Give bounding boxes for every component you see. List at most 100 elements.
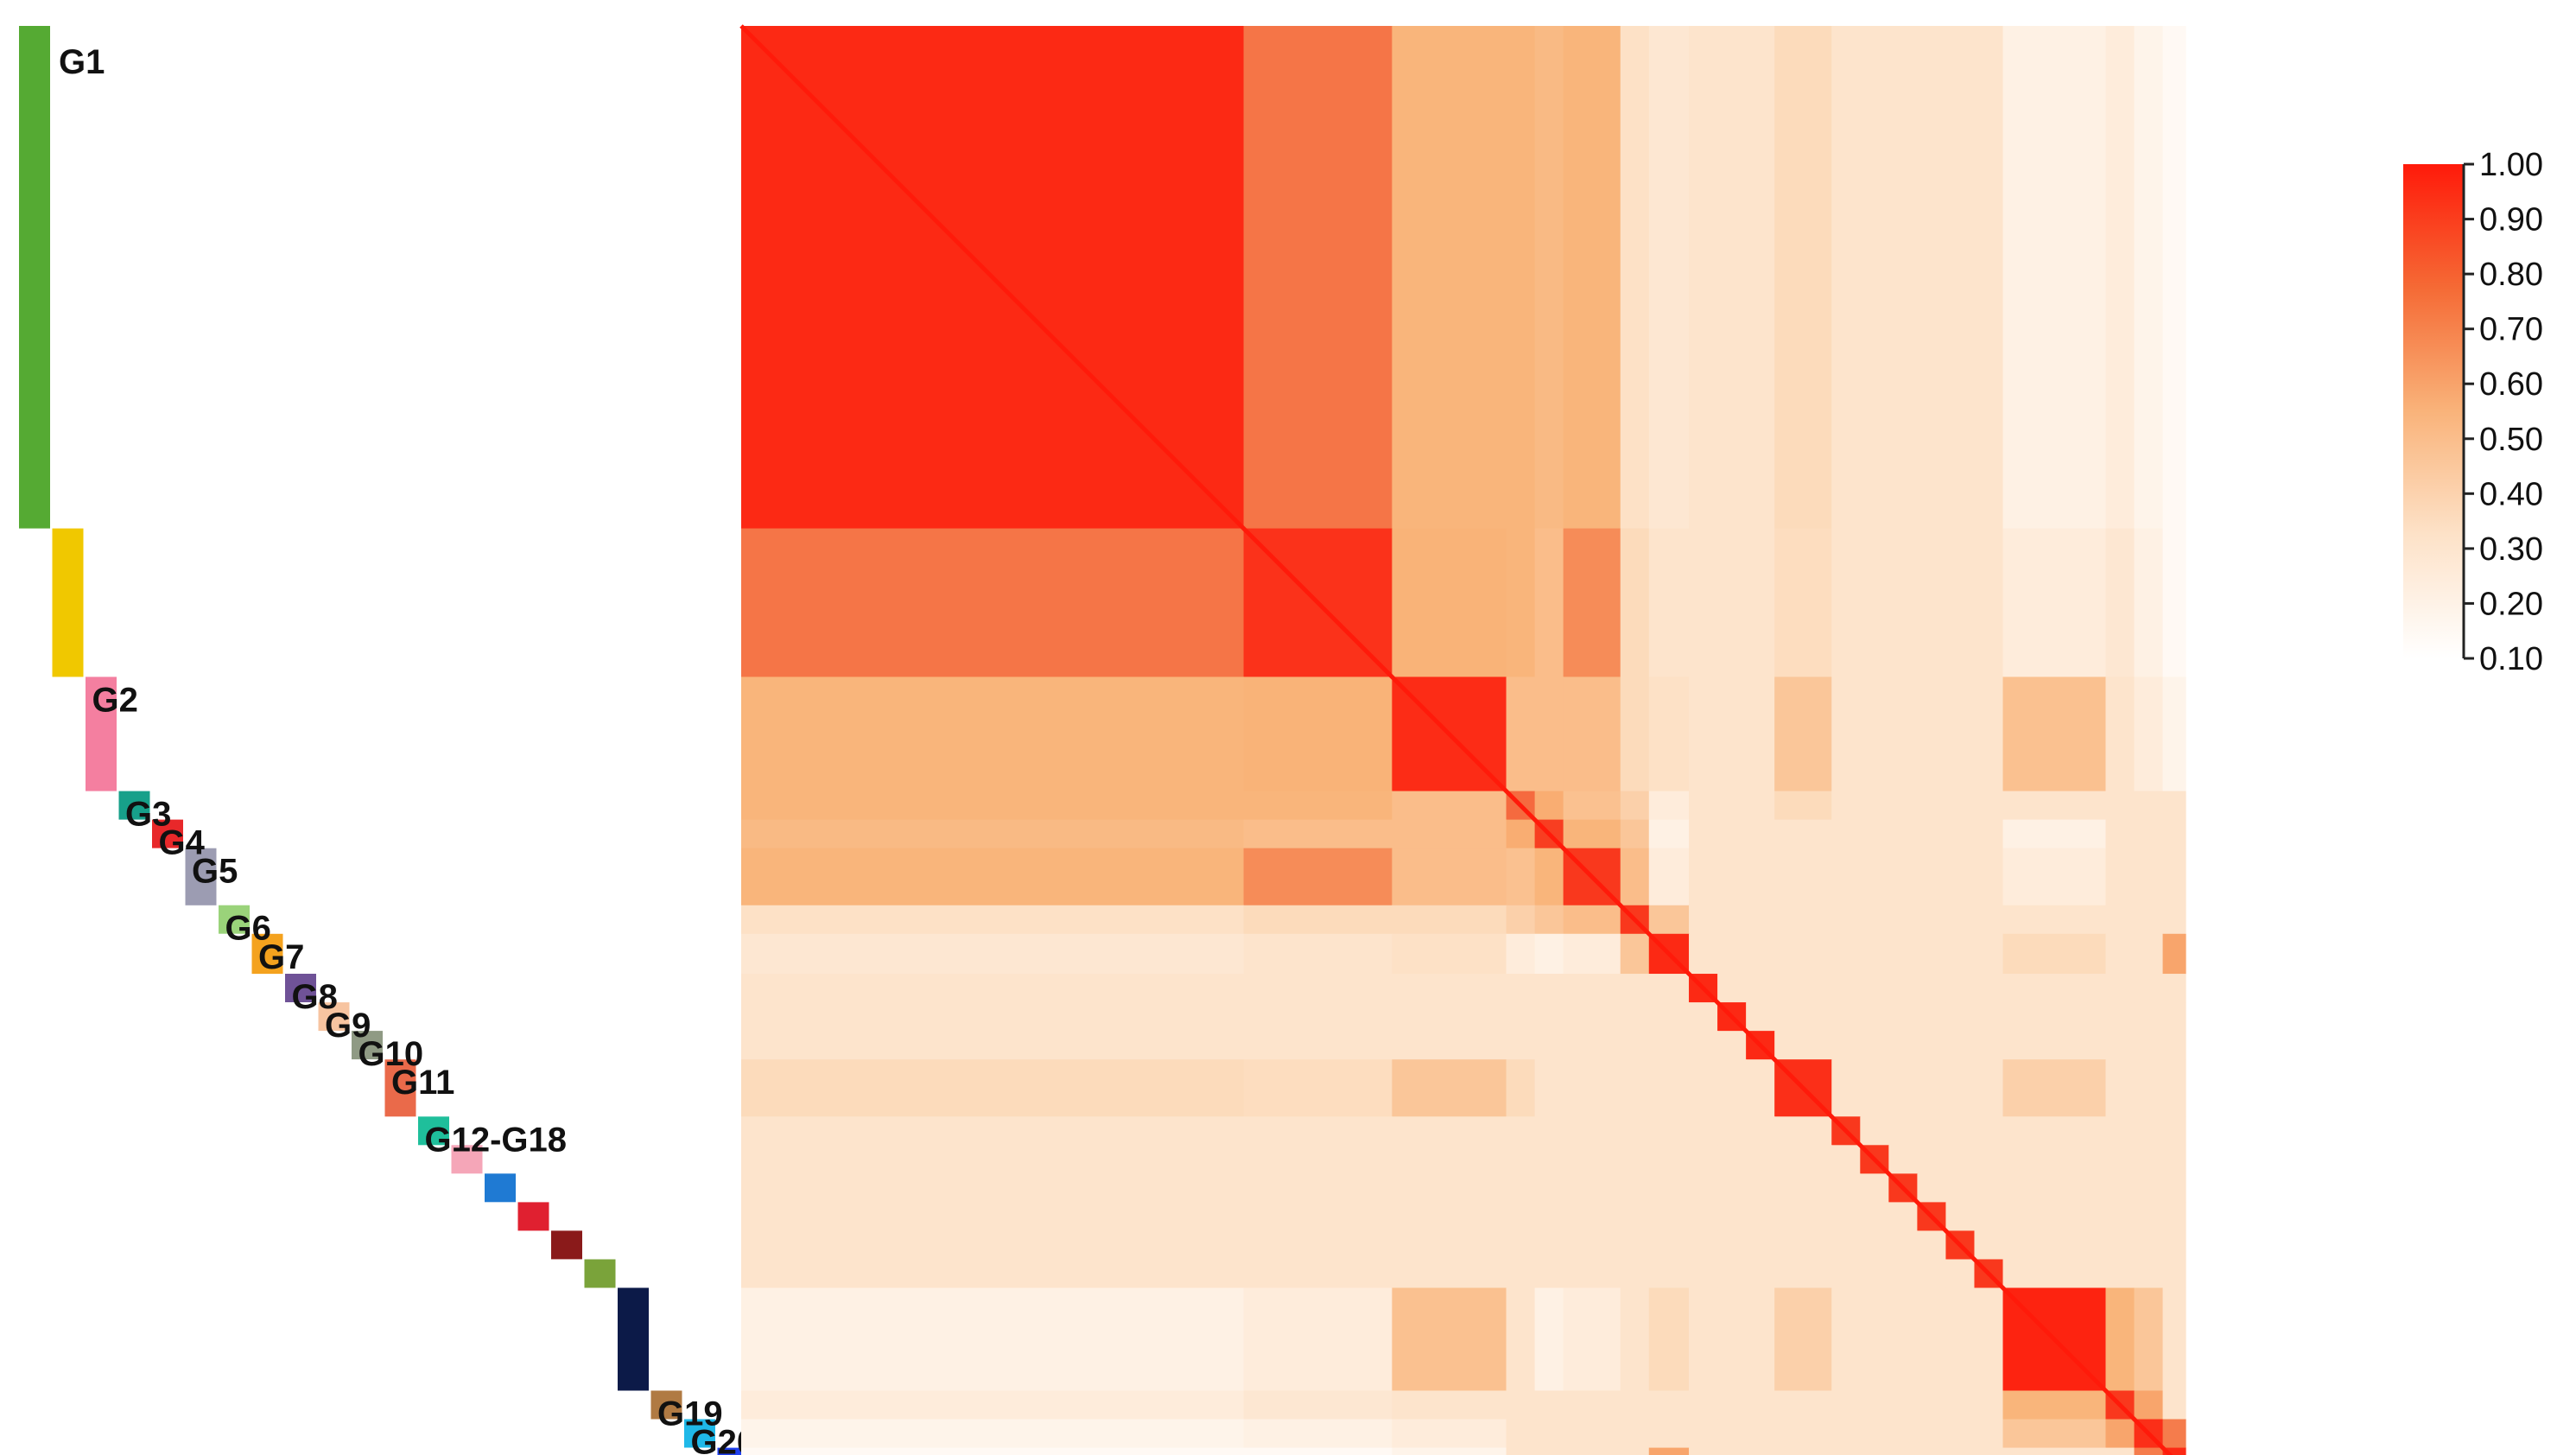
heatmap-block	[1243, 819, 1393, 849]
heatmap-block	[1917, 791, 1947, 821]
heatmap-block	[1945, 26, 1976, 530]
heatmap-block	[2002, 1447, 2107, 1455]
heatmap-block	[1620, 1259, 1650, 1289]
heatmap-block	[2105, 1202, 2135, 1232]
heatmap-block	[1888, 1145, 1918, 1174]
group-bar	[684, 1419, 715, 1448]
heatmap-block	[1620, 848, 1650, 906]
heatmap-block	[1917, 528, 1947, 677]
heatmap-block	[1831, 1419, 1861, 1449]
heatmap-block	[2134, 905, 2164, 935]
heatmap-block	[2002, 1031, 2107, 1060]
heatmap-block	[1534, 905, 1564, 935]
heatmap-block	[1689, 1202, 1718, 1232]
heatmap-block	[1860, 1059, 1889, 1117]
heatmap-block	[1974, 677, 2004, 792]
heatmap-block	[741, 819, 1245, 849]
heatmap-block	[1563, 1116, 1621, 1146]
heatmap-block	[1243, 1145, 1393, 1174]
heatmap-block	[1506, 1287, 1536, 1392]
heatmap-block	[1392, 819, 1507, 849]
heatmap-block	[1717, 677, 1747, 792]
heatmap-block	[1945, 933, 1976, 975]
heatmap-block	[1648, 1059, 1690, 1117]
heatmap-block	[1860, 528, 1889, 677]
heatmap-block	[2002, 1390, 2107, 1420]
heatmap-block	[1563, 677, 1621, 792]
heatmap-block	[1974, 1173, 2004, 1203]
heatmap-block	[2002, 819, 2107, 849]
heatmap-block	[1717, 1059, 1747, 1117]
heatmap-block	[2162, 1173, 2186, 1203]
heatmap-block	[2105, 1447, 2135, 1455]
group-bar	[318, 1002, 350, 1032]
heatmap-block	[1974, 1202, 2004, 1232]
heatmap-block	[1620, 528, 1650, 677]
heatmap-block	[1831, 1031, 1861, 1060]
heatmap-block	[1774, 1031, 1832, 1060]
heatmap-block	[2105, 1173, 2135, 1203]
heatmap-block	[1506, 848, 1536, 906]
heatmap-block	[1945, 1202, 1976, 1232]
heatmap-block	[2002, 1202, 2107, 1232]
heatmap-block	[1945, 1173, 1976, 1203]
group-bar	[384, 1059, 416, 1117]
heatmap-block	[1917, 1259, 1947, 1289]
heatmap-block	[1860, 677, 1889, 792]
heatmap-block	[1746, 1202, 1775, 1232]
heatmap-block	[2134, 26, 2164, 530]
heatmap-block	[1945, 1059, 1976, 1117]
heatmap-block	[1506, 528, 1536, 677]
heatmap-block	[1974, 1031, 2004, 1060]
heatmap-block	[1648, 677, 1690, 792]
heatmap-block	[741, 933, 1245, 975]
heatmap-block	[1746, 933, 1775, 975]
heatmap-block	[1620, 1419, 1650, 1449]
heatmap-block	[1689, 1145, 1718, 1174]
heatmap-block	[1917, 1419, 1947, 1449]
heatmap-block	[1648, 1173, 1690, 1203]
heatmap-block	[1746, 1419, 1775, 1449]
heatmap-block	[1563, 1419, 1621, 1449]
heatmap-block	[1620, 1002, 1650, 1032]
heatmap-block	[1974, 1059, 2004, 1117]
heatmap-block	[1860, 1002, 1889, 1032]
color-scale-ticks: 1.00 0.90 0.80 0.70 0.60 0.50 0.40 0.30 0.20 0.10	[2462, 147, 2543, 677]
heatmap-block	[741, 1419, 1245, 1449]
heatmap-block	[1620, 933, 1650, 975]
heatmap-block	[1648, 1259, 1690, 1289]
heatmap-block	[1746, 677, 1775, 792]
heatmap-block	[1746, 1390, 1775, 1420]
heatmap-block	[1534, 528, 1564, 677]
heatmap-block	[2134, 1059, 2164, 1117]
heatmap-block	[1888, 1259, 1918, 1289]
heatmap-block	[741, 848, 1245, 906]
heatmap-block	[1746, 1145, 1775, 1174]
heatmap-block	[1243, 791, 1393, 821]
heatmap-block	[1860, 1116, 1889, 1146]
heatmap-block	[1774, 1419, 1832, 1449]
heatmap-block	[1392, 528, 1507, 677]
group-label: G8	[292, 978, 338, 1016]
heatmap-block	[1243, 1259, 1393, 1289]
heatmap-block	[1917, 1447, 1947, 1455]
heatmap-block	[1888, 1287, 1918, 1392]
heatmap-block	[1888, 1202, 1918, 1232]
heatmap-block	[1746, 974, 1775, 1003]
heatmap-block	[1888, 677, 1918, 792]
heatmap-block	[1243, 1230, 1393, 1261]
heatmap-block	[1945, 1259, 1976, 1289]
heatmap-block	[1888, 1116, 1918, 1146]
heatmap-block	[2105, 905, 2135, 935]
heatmap-block	[1917, 1031, 1947, 1060]
heatmap-block	[1888, 905, 1918, 935]
heatmap-block	[1563, 1259, 1621, 1289]
heatmap-block	[2134, 1173, 2164, 1203]
heatmap-block	[1243, 905, 1393, 935]
heatmap-block	[1831, 1145, 1861, 1174]
heatmap-block	[1888, 819, 1918, 849]
group-bar	[551, 1230, 582, 1260]
heatmap-block	[2134, 528, 2164, 677]
heatmap-block	[1689, 791, 1718, 821]
heatmap-block	[1717, 1116, 1747, 1146]
